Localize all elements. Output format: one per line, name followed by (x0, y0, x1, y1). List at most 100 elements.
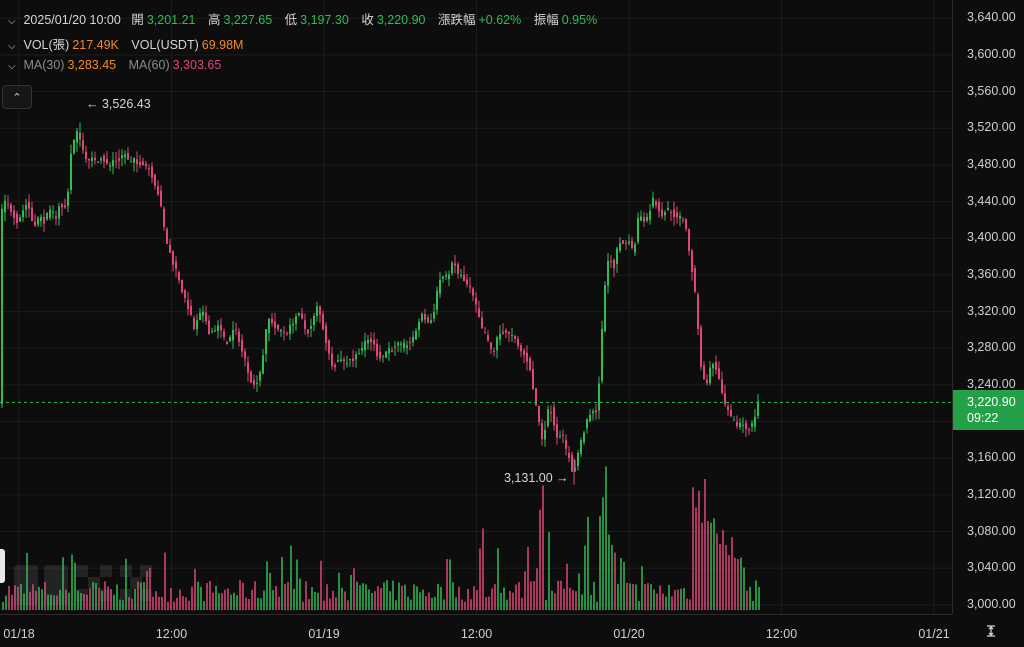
collapse-legend-button[interactable]: ⌃ (2, 85, 32, 109)
volume-bar (608, 534, 610, 610)
panel-resize-handle[interactable] (0, 549, 5, 583)
candle-body (391, 350, 393, 352)
candle-body (244, 351, 246, 359)
candle-body (100, 158, 102, 161)
candle-body (34, 221, 36, 226)
volume-bar (578, 573, 580, 610)
axis-settings-icon[interactable] (984, 624, 998, 638)
price-tick-label: 3,240.00 (967, 376, 1016, 391)
volume-bar (521, 597, 523, 610)
candle-body (592, 411, 594, 414)
time-tick-label: 12:00 (460, 627, 493, 641)
candlestick-chart[interactable] (0, 0, 952, 614)
open-label: 開 (131, 13, 144, 27)
candle-body (442, 276, 444, 279)
volume-bar (614, 552, 616, 610)
candle-body (541, 423, 543, 440)
volume-bar (296, 559, 298, 610)
candle-body (652, 198, 654, 207)
candle-body (109, 165, 111, 167)
volume-bar (62, 557, 64, 610)
amplitude-label: 振幅 (533, 13, 559, 27)
volume-bar (638, 601, 640, 610)
volume-bar (419, 592, 421, 610)
candle-body (625, 242, 627, 244)
volume-bar (515, 584, 517, 610)
candle-body (715, 362, 717, 370)
chart-area[interactable] (0, 0, 952, 614)
candle-body (433, 312, 435, 319)
volume-bar (254, 581, 256, 610)
volume-bar (302, 601, 304, 610)
volume-bar (488, 596, 490, 610)
price-tick-label: 3,400.00 (967, 230, 1016, 245)
candle-body (619, 242, 621, 251)
candle-body (451, 262, 453, 274)
volume-bar (293, 588, 295, 610)
volume-bar (371, 593, 373, 610)
volume-bar (338, 572, 340, 610)
price-tick-label: 3,040.00 (967, 560, 1016, 575)
volume-bar (65, 589, 67, 610)
candle-body (277, 324, 279, 330)
volume-bar (356, 581, 358, 610)
time-tick-label: 01/21 (918, 627, 950, 641)
volume-bar (359, 585, 361, 610)
candle-body (754, 416, 756, 427)
volume-bar (389, 591, 391, 610)
volume-bar (410, 599, 412, 610)
candle-body (664, 212, 666, 216)
price-tick-label: 3,600.00 (967, 46, 1016, 61)
volume-bar (191, 586, 193, 610)
candle-body (439, 280, 441, 294)
candle-body (298, 312, 300, 316)
volume-bar (89, 588, 91, 610)
candle-body (733, 419, 735, 421)
candle-body (604, 285, 606, 332)
time-tick-label: 12:00 (155, 627, 188, 641)
volume-bar (617, 583, 619, 610)
candle-body (532, 369, 534, 390)
volume-bar (758, 587, 760, 610)
chevron-down-icon[interactable]: ⌵ (8, 61, 16, 72)
time-axis[interactable]: 01/18 12:00 01/19 12:00 01/20 12:00 01/21 (0, 614, 952, 647)
volume-bar (734, 557, 736, 610)
volume-bar (194, 568, 196, 610)
volume-bar (251, 589, 253, 610)
volume-bar (548, 532, 550, 610)
candle-body (634, 244, 636, 253)
volume-bar (440, 586, 442, 610)
volume-bar (626, 582, 628, 610)
volume-bar (119, 599, 121, 610)
candle-body (85, 151, 87, 160)
candle-body (358, 353, 360, 355)
last-price-value: 3,220.90 (967, 395, 1016, 410)
volume-bar (38, 586, 40, 610)
candle-body (424, 314, 426, 320)
volume-bar (530, 581, 532, 610)
time-tick-label: 01/20 (613, 627, 645, 641)
chevron-down-icon[interactable]: ⌵ (8, 16, 16, 27)
candle-body (370, 338, 372, 343)
price-tick-label: 3,280.00 (967, 340, 1016, 355)
volume-bar (383, 582, 385, 610)
volume-bar (491, 588, 493, 610)
ohlc-legend: ⌵ 2025/01/20 10:00 開 3,201.21 高 3,227.65 低… (8, 9, 606, 28)
volume-bar (314, 591, 316, 610)
volume-bar (71, 554, 73, 610)
volume-bar (2, 601, 4, 610)
volume-bar (656, 593, 658, 610)
candle-body (154, 174, 156, 186)
volume-bar (56, 595, 58, 610)
candle-body (256, 382, 258, 384)
volume-bar (671, 596, 673, 610)
candle-body (58, 206, 60, 219)
volume-bar (308, 599, 310, 610)
chevron-down-icon[interactable]: ⌵ (8, 41, 16, 52)
candle-body (40, 216, 42, 221)
candle-body (568, 452, 570, 458)
volume-bar (485, 597, 487, 610)
volume-bar (146, 570, 148, 610)
volume-bar (443, 599, 445, 610)
price-axis[interactable]: 3,000.00 3,040.00 3,080.00 3,120.00 3,160.00… (952, 0, 1024, 614)
